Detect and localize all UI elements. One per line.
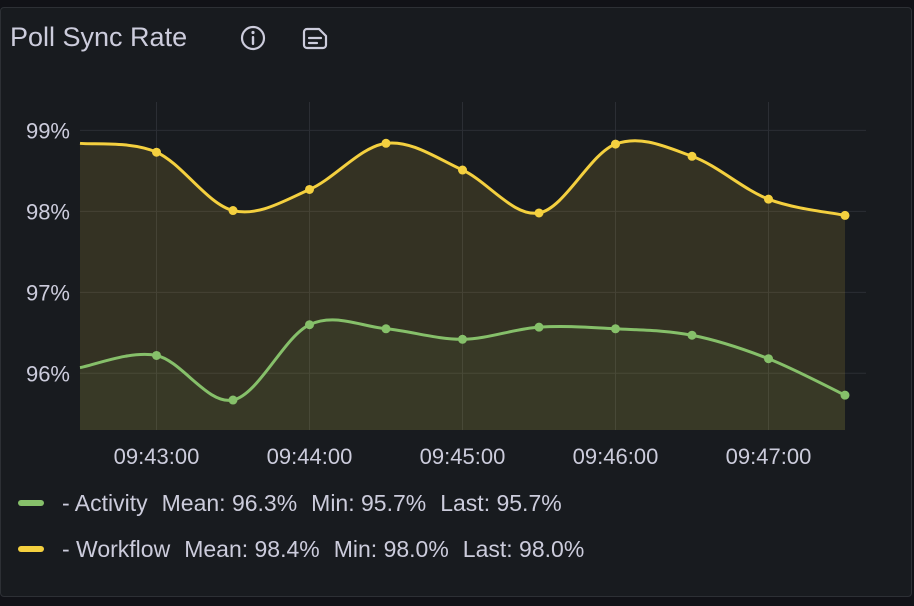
series-area-activity — [80, 319, 845, 430]
legend-last-activity: Last: 95.7% — [440, 490, 562, 516]
x-tick-label: 09:43:00 — [114, 444, 200, 469]
activity-swatch — [18, 499, 44, 506]
data-point-workflow[interactable] — [458, 165, 467, 175]
data-point-workflow[interactable] — [152, 147, 161, 157]
y-axis: 96% 97% 98% 99% — [26, 118, 70, 386]
legend-last-workflow: Last: 98.0% — [462, 536, 585, 562]
data-point-activity[interactable] — [458, 334, 467, 344]
x-tick-label: 09:44:00 — [267, 444, 353, 469]
data-point-activity[interactable] — [228, 395, 238, 405]
legend-mean-workflow: Mean: 98.4% — [184, 536, 320, 562]
panel-note-icon[interactable] — [300, 23, 330, 53]
data-point-activity[interactable] — [152, 350, 161, 360]
series-area-workflow — [80, 140, 845, 430]
legend-min-workflow: Min: 98.0% — [333, 536, 449, 562]
data-point-workflow[interactable] — [305, 184, 314, 194]
chart-areas — [80, 140, 845, 430]
chart-points — [152, 138, 850, 405]
data-point-workflow[interactable] — [534, 208, 544, 218]
data-point-activity[interactable] — [840, 390, 850, 400]
data-point-workflow[interactable] — [228, 206, 238, 216]
x-tick-label: 09:45:00 — [420, 444, 506, 469]
y-tick-label: 97% — [26, 280, 70, 305]
data-point-activity[interactable] — [611, 324, 620, 334]
x-axis: 09:43:00 09:44:00 09:45:00 09:46:00 09:47:00 — [114, 444, 812, 469]
panel-title: Poll Sync Rate — [10, 22, 188, 52]
y-tick-label: 98% — [26, 199, 70, 224]
x-tick-label: 09:46:00 — [573, 444, 659, 469]
data-point-workflow[interactable] — [687, 151, 697, 161]
info-icon[interactable] — [238, 23, 268, 53]
legend-mean-activity: Mean: 96.3% — [161, 490, 298, 516]
chart-grid — [80, 102, 866, 430]
data-point-workflow[interactable] — [764, 194, 773, 204]
data-point-activity[interactable] — [381, 324, 391, 334]
legend-item-workflow[interactable]: - Workflow Mean: 98.4% Min: 98.0% Last: 98.… — [18, 536, 584, 563]
legend-min-activity: Min: 95.7% — [311, 490, 427, 516]
data-point-activity[interactable] — [534, 322, 544, 332]
series-line-activity[interactable] — [79, 318, 846, 402]
data-point-activity[interactable] — [305, 320, 314, 330]
legend-item-activity[interactable]: - Activity Mean: 96.3% Min: 95.7% Last: 95.… — [18, 490, 562, 517]
legend-label-activity[interactable]: - Activity — [62, 490, 148, 516]
x-tick-label: 09:47:00 — [726, 444, 812, 469]
y-tick-label: 99% — [26, 118, 70, 143]
data-point-activity[interactable] — [764, 354, 773, 364]
data-point-workflow[interactable] — [611, 139, 620, 149]
workflow-swatch — [18, 545, 44, 552]
chart-panel — [0, 7, 912, 597]
line-chart: 96%97%98%99% 09:43:00 09:44:00 09:45:00 09:… — [26, 102, 866, 469]
legend-label-workflow[interactable]: - Workflow — [62, 536, 171, 562]
y-tick-label: 96% — [26, 361, 70, 386]
data-point-workflow[interactable] — [381, 138, 391, 148]
data-point-activity[interactable] — [687, 330, 697, 340]
data-point-workflow[interactable] — [840, 210, 850, 220]
